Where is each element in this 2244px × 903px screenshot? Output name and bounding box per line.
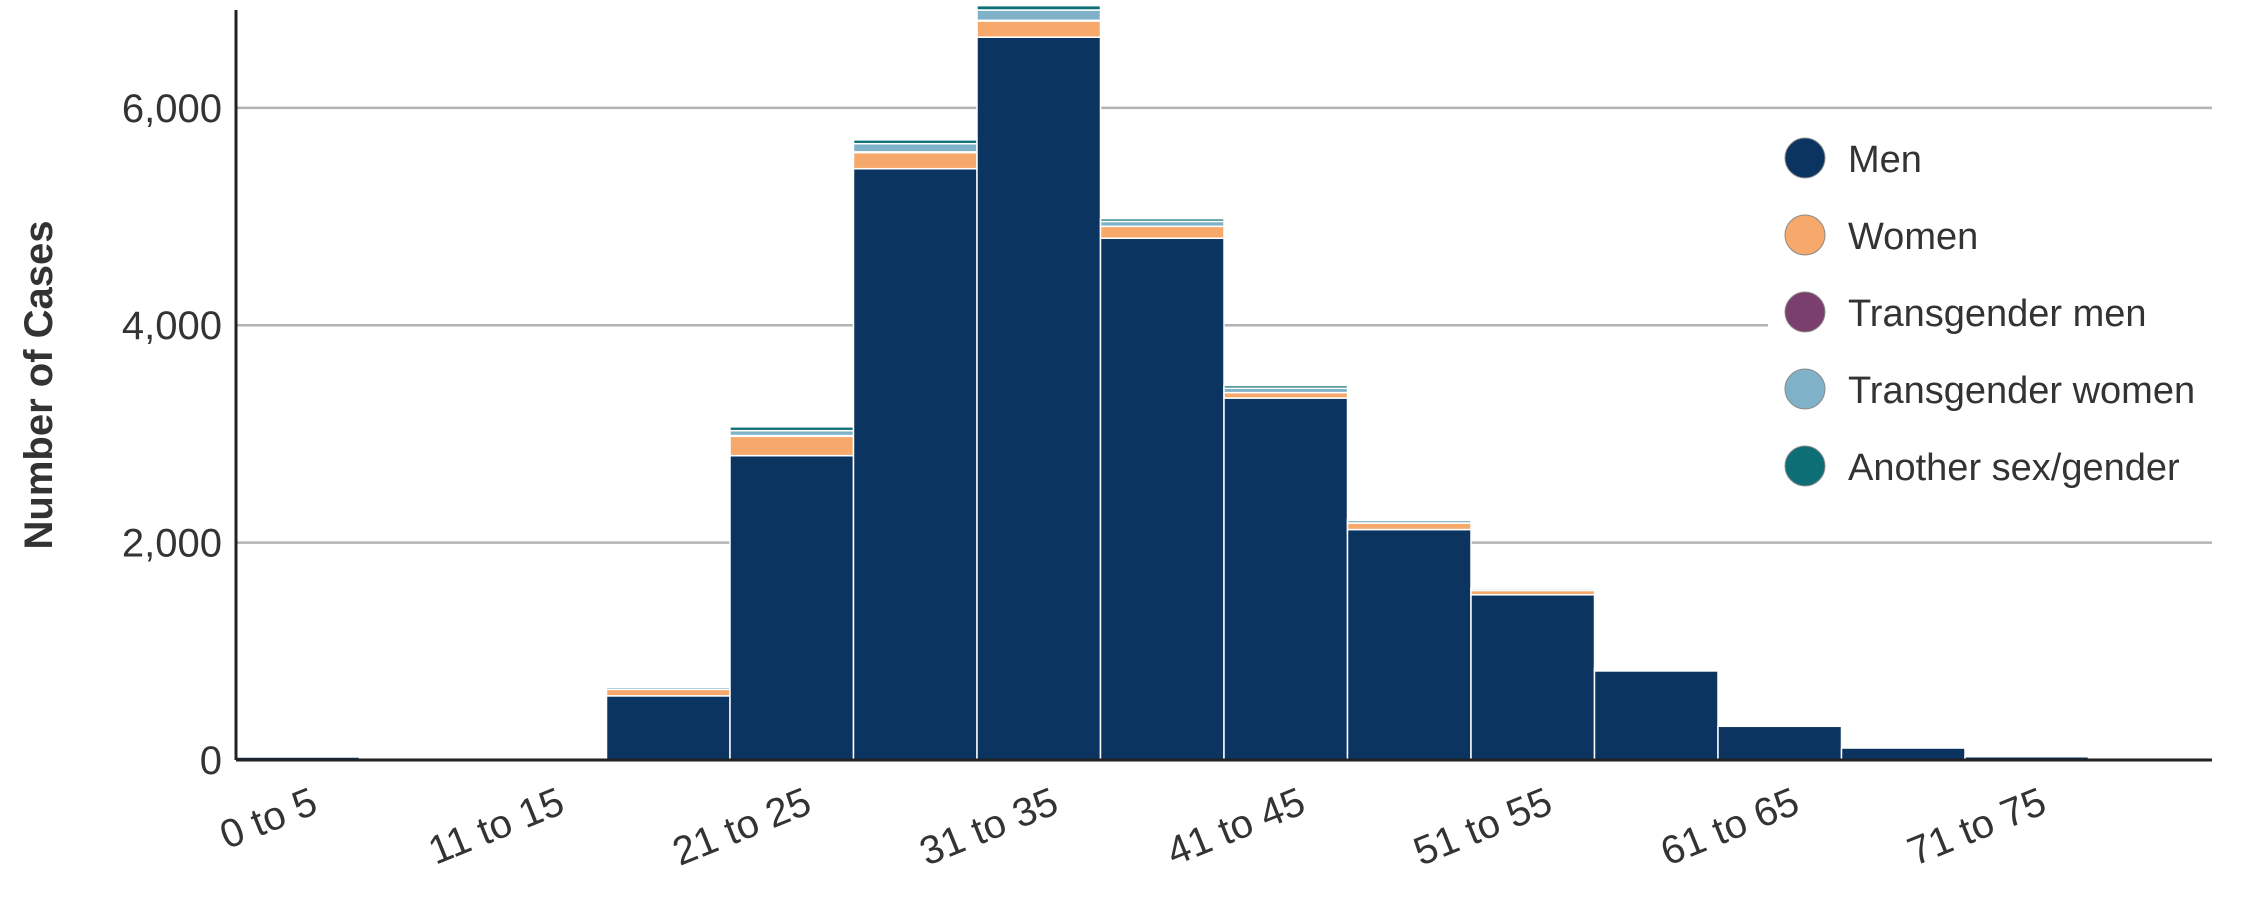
bar-segment-women bbox=[1223, 391, 1349, 399]
bar-segment-another-sex-gender bbox=[729, 426, 855, 432]
bar-group bbox=[852, 139, 978, 761]
bar-segment-another-sex-gender bbox=[1593, 667, 1719, 670]
x-tick-label: 51 to 55 bbox=[1408, 780, 1559, 875]
legend-item: Another sex/gender bbox=[1784, 445, 2180, 489]
legend-swatch bbox=[1784, 137, 1826, 179]
legend-swatch bbox=[1784, 291, 1826, 333]
y-axis-title: Number of Cases bbox=[17, 221, 61, 550]
bar-segment-women bbox=[235, 755, 361, 758]
bar-group bbox=[729, 426, 855, 761]
y-tick-label: 6,000 bbox=[122, 87, 222, 131]
x-tick-label: 21 to 25 bbox=[667, 780, 818, 875]
bar-segment-another-sex-gender bbox=[605, 685, 731, 688]
x-tick-labels: 0 to 5 11 to 15 21 to 25 31 to 35 41 to 45 51… bbox=[214, 780, 2052, 875]
legend-item: Men bbox=[1784, 137, 1922, 181]
x-tick-label: 0 to 5 bbox=[214, 780, 323, 858]
bar-group bbox=[1346, 518, 1472, 761]
bar-group bbox=[1840, 747, 1966, 761]
bar-segment-men bbox=[1840, 747, 1966, 761]
legend-swatch bbox=[1784, 445, 1826, 487]
y-tick-label: 4,000 bbox=[122, 304, 222, 348]
bar-group bbox=[1593, 667, 1719, 761]
bar-segment-men bbox=[1593, 670, 1719, 761]
bar-group bbox=[605, 685, 731, 761]
legend-swatch bbox=[1784, 368, 1826, 410]
bar-segment-another-sex-gender bbox=[1099, 217, 1225, 223]
legend-label: Men bbox=[1848, 139, 1922, 181]
bar-segment-men bbox=[605, 695, 731, 761]
y-tick-labels: 0 2,000 4,000 6,000 bbox=[122, 87, 222, 783]
axes bbox=[234, 10, 2212, 762]
bar-segment-women bbox=[1099, 225, 1225, 240]
bar-group bbox=[1717, 725, 1843, 761]
bar-segment-women bbox=[976, 20, 1102, 38]
bar-segment-men bbox=[1717, 725, 1843, 761]
x-tick-label: 71 to 75 bbox=[1902, 780, 2053, 875]
bar-segment-another-sex-gender bbox=[852, 139, 978, 145]
bar-segment-another-sex-gender bbox=[976, 4, 1102, 11]
bar-group bbox=[1223, 384, 1349, 761]
bar-segment-another-sex-gender bbox=[1470, 586, 1596, 590]
bar-segment-men bbox=[1470, 594, 1596, 761]
bar-segment-another-sex-gender bbox=[1223, 384, 1349, 390]
bar-group bbox=[1099, 217, 1225, 761]
bar-segment-transgender-women bbox=[976, 9, 1102, 22]
legend-label: Transgender men bbox=[1848, 293, 2147, 335]
bar-segment-men bbox=[1346, 528, 1472, 761]
bar-segment-men bbox=[1099, 237, 1225, 761]
bar-segment-another-sex-gender bbox=[1346, 518, 1472, 522]
legend-item: Transgender women bbox=[1784, 368, 2195, 412]
bars bbox=[235, 4, 2213, 762]
bar-segment-women bbox=[605, 688, 731, 697]
bar-group bbox=[1470, 586, 1596, 761]
legend-label: Another sex/gender bbox=[1848, 447, 2180, 489]
bar-segment-transgender-women bbox=[852, 142, 978, 153]
y-tick-label: 2,000 bbox=[122, 522, 222, 566]
x-tick-label: 11 to 15 bbox=[422, 780, 570, 874]
x-tick-label: 41 to 45 bbox=[1161, 780, 1312, 875]
x-tick-label: 61 to 65 bbox=[1655, 780, 1806, 875]
legend-item: Women bbox=[1784, 214, 1978, 258]
y-tick-label: 0 bbox=[200, 739, 222, 783]
bar-segment-women bbox=[852, 151, 978, 170]
bar-segment-men bbox=[729, 454, 855, 761]
legend-label: Women bbox=[1848, 216, 1978, 258]
bar-group bbox=[976, 4, 1102, 761]
legend: Men Women Transgender men Transgender women… bbox=[1768, 120, 2238, 510]
bar-segment-women bbox=[729, 435, 855, 457]
x-tick-label: 31 to 35 bbox=[914, 780, 1065, 875]
legend-item: Transgender men bbox=[1784, 291, 2147, 335]
bar-segment-men bbox=[976, 36, 1102, 761]
legend-swatch bbox=[1784, 214, 1826, 256]
legend-label: Transgender women bbox=[1848, 370, 2195, 412]
legend-background bbox=[1768, 120, 2238, 510]
bar-segment-men bbox=[852, 167, 978, 761]
bar-segment-men bbox=[1223, 397, 1349, 761]
bar-segment-women bbox=[1346, 522, 1472, 531]
